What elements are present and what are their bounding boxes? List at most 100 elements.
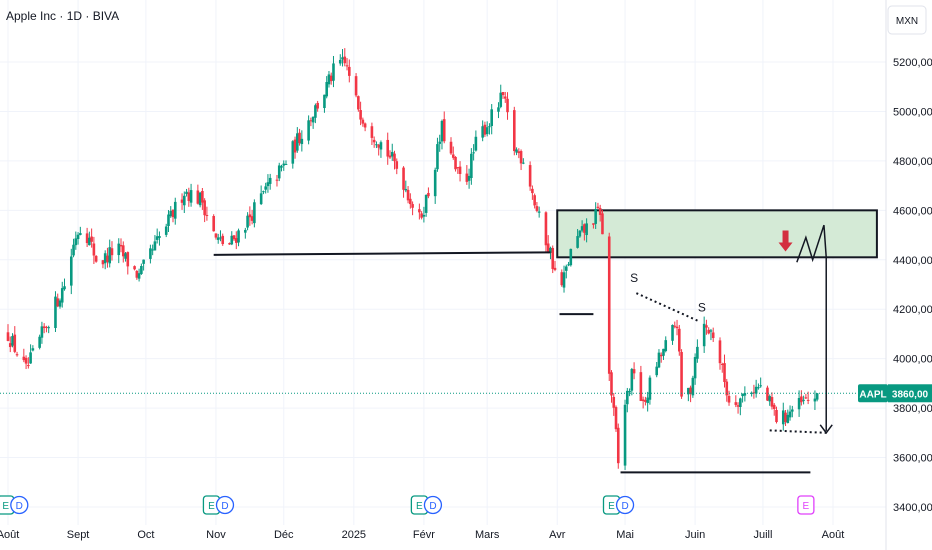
candle-body <box>689 387 692 394</box>
earnings-event-marker[interactable]: E <box>797 495 815 515</box>
candle-body <box>253 202 256 224</box>
event-label: D <box>621 501 628 512</box>
candle-body <box>497 107 500 112</box>
candle-body <box>395 161 399 169</box>
candle-body <box>691 377 695 396</box>
candle-body <box>173 201 177 219</box>
candle-body <box>386 139 390 157</box>
candle-body <box>673 325 677 327</box>
currency-button[interactable]: MXN <box>887 5 927 35</box>
candle-body <box>171 209 175 218</box>
candle-body <box>648 377 652 400</box>
candle-body <box>126 252 130 267</box>
candle-body <box>187 192 191 201</box>
candle-body <box>203 200 206 216</box>
candle-body <box>768 396 772 402</box>
candle-body <box>772 404 776 410</box>
candle-body <box>237 230 240 243</box>
candle-body <box>481 126 484 138</box>
price-axis[interactable]: 5200,00 5000,00 4800,00 4600,00 4400,00 4200,… <box>893 57 932 514</box>
candle-body <box>655 366 658 376</box>
candle-body <box>232 235 236 240</box>
candle-body <box>513 110 516 152</box>
candle-body <box>781 410 785 425</box>
x-tick-label: Févr <box>413 529 435 541</box>
candle-body <box>567 264 570 266</box>
candle-body <box>189 190 193 203</box>
candle-body <box>788 411 792 418</box>
x-tick-label: Nov <box>206 529 226 541</box>
candle-body <box>393 153 396 162</box>
candle-body <box>531 188 534 194</box>
candle-body <box>711 332 715 339</box>
dividend-event-marker[interactable]: D <box>615 495 635 515</box>
candle-body <box>632 369 636 374</box>
candle-body <box>262 191 265 193</box>
y-tick-label: 4200,00 <box>893 304 932 316</box>
candle-body <box>440 120 444 142</box>
candle-body <box>142 259 145 264</box>
candle-body <box>659 354 663 357</box>
candle-body <box>58 300 62 307</box>
candle-body <box>544 212 548 246</box>
candle-body <box>185 191 188 195</box>
chart-title: Apple Inc · 1D · BIVA <box>6 9 119 23</box>
x-tick-label: Avr <box>549 529 566 541</box>
candle-body <box>585 223 588 236</box>
event-label: E <box>416 501 423 512</box>
candle-body <box>442 119 446 142</box>
candle-body <box>678 328 681 352</box>
candle-body <box>268 177 272 184</box>
candle-body <box>601 213 604 235</box>
event-badge-frame <box>423 495 443 515</box>
candle-body <box>345 65 349 67</box>
symbol-badge <box>858 384 888 403</box>
candle-body <box>467 175 471 181</box>
candle-body <box>293 139 297 153</box>
candle-body <box>298 132 301 144</box>
candle-body <box>560 272 564 286</box>
dividend-event-marker[interactable]: D <box>10 495 29 515</box>
x-tick-label: Juin <box>685 529 705 541</box>
candle-body <box>614 407 618 430</box>
candle-body <box>693 357 697 379</box>
candle-body <box>323 94 326 109</box>
event-label: E <box>608 501 615 512</box>
candle-body <box>411 204 414 208</box>
support-line <box>213 251 551 256</box>
x-tick-label: Août <box>0 529 19 541</box>
candle-body <box>45 326 48 328</box>
event-badge-frame <box>10 495 29 515</box>
candle-body <box>623 404 627 466</box>
candle-body <box>22 356 26 361</box>
candle-body <box>612 396 616 408</box>
candle-body <box>169 210 173 217</box>
candle-body <box>275 179 279 181</box>
dividend-event-marker[interactable]: D <box>423 495 443 515</box>
candle-body <box>180 199 184 203</box>
target-arrowhead <box>819 424 833 435</box>
candle-body <box>519 151 523 164</box>
dividend-event-marker[interactable]: D <box>215 495 235 515</box>
candle-body <box>757 387 760 389</box>
time-axis[interactable]: Août Sept Oct Nov Déc 2025 Févr Mars Avr Mai Juin J… <box>0 529 844 541</box>
candle-body <box>343 56 347 64</box>
candle-body <box>338 59 342 64</box>
candle-body <box>40 326 44 338</box>
y-tick-label: 3600,00 <box>893 453 932 465</box>
zigzag-projection <box>796 224 827 263</box>
candle-body <box>641 399 645 402</box>
candle-body <box>219 237 222 239</box>
candle-body <box>628 391 631 393</box>
candle-body <box>341 57 344 60</box>
candle-body <box>815 393 819 400</box>
candle-body <box>709 330 713 332</box>
last-price-marker: AAPL 3860,00 <box>0 384 932 403</box>
candle-body <box>553 267 557 270</box>
candle-body <box>427 192 430 197</box>
candle-body <box>503 96 507 99</box>
